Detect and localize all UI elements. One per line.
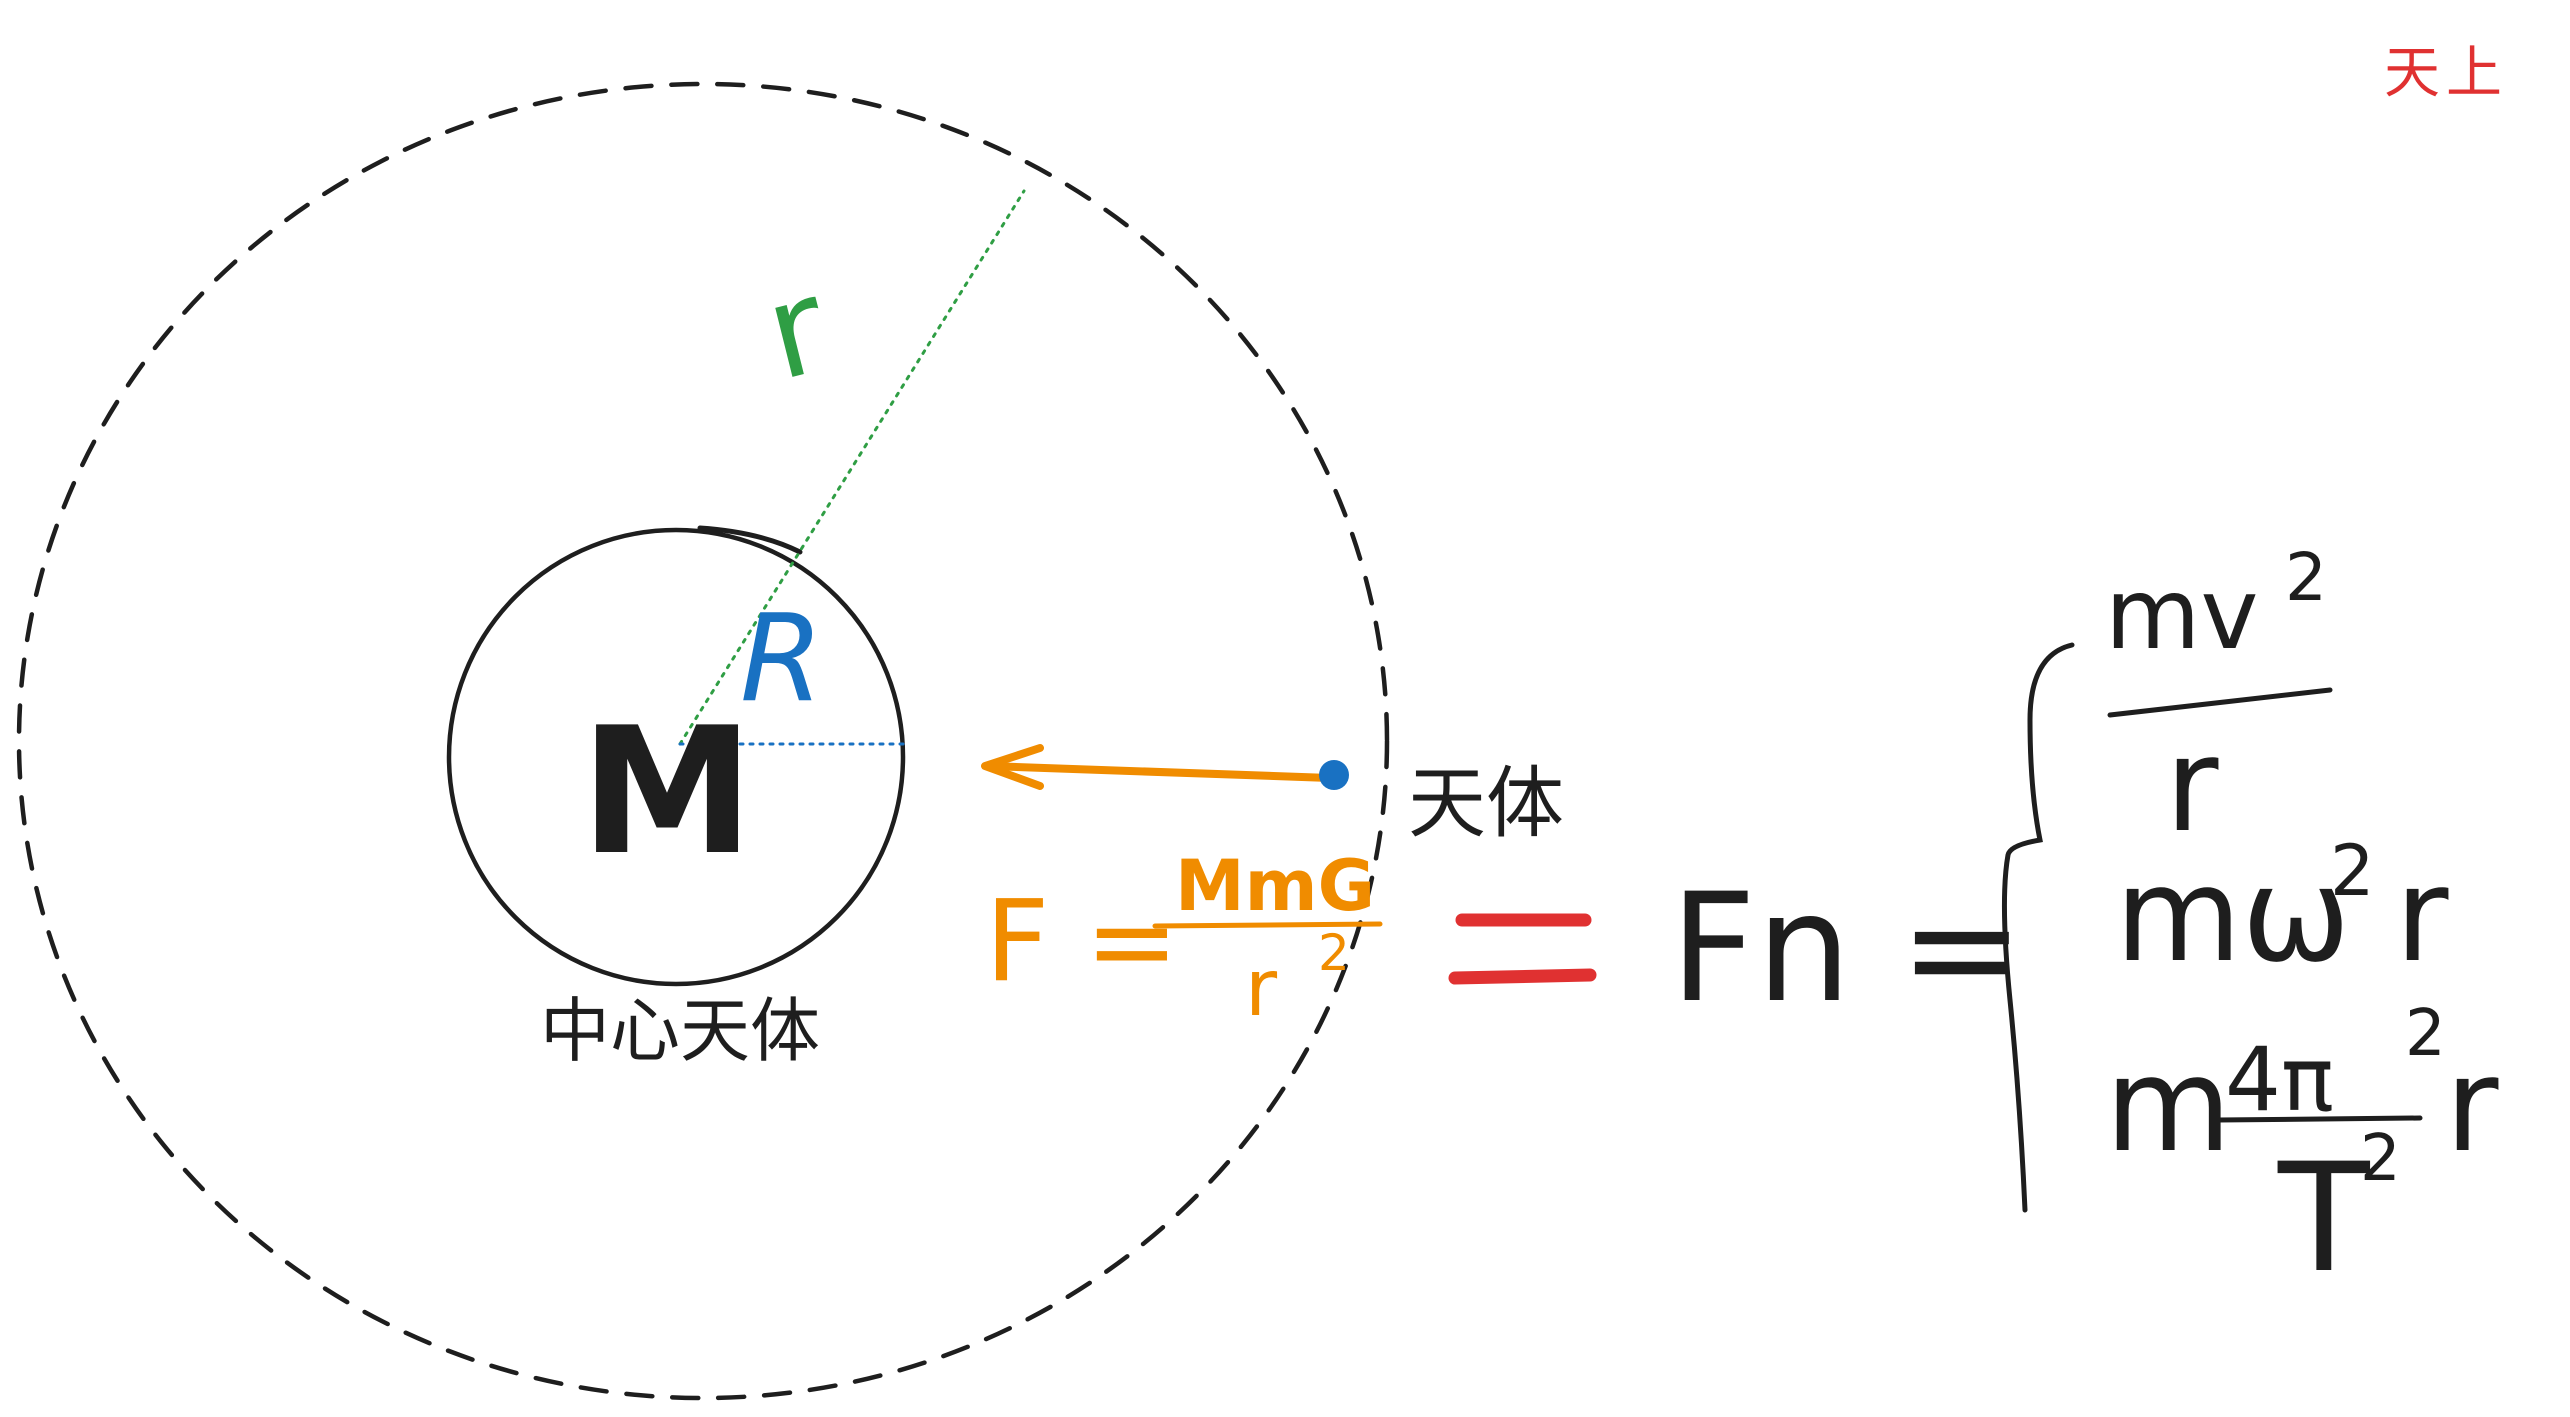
fn-case3-den-exponent: 2	[2360, 1122, 2401, 1196]
fn-case3-num-exponent: 2	[2405, 997, 2446, 1071]
fn-formula-lhs: Fn =	[1670, 862, 2025, 1036]
fn-case1-fraction-bar	[2107, 687, 2333, 718]
orbit-radius-label: r	[752, 249, 841, 410]
fn-case2-term: mω	[2115, 839, 2351, 991]
cases-brace	[2001, 642, 2075, 1213]
gravity-arrow-shaft	[984, 762, 1334, 782]
central-mass-label: M	[580, 691, 754, 894]
gravity-arrow-head	[981, 744, 1044, 790]
fn-case1-denominator: r	[2165, 709, 2219, 861]
body-radius-label: R	[740, 590, 823, 729]
central-body-overstroke	[697, 525, 803, 555]
fn-case3-denominator: T	[2277, 1132, 2371, 1306]
fn-case2-exponent: 2	[2330, 830, 2375, 912]
planet-label: 天体	[1408, 759, 1564, 849]
gravity-formula-fraction-bar	[1152, 921, 1383, 929]
orbit-radius-line	[678, 189, 1026, 746]
fn-case1-numerator: mv	[2105, 558, 2258, 672]
gravity-formula-exponent: 2	[1318, 924, 1350, 982]
planet-dot	[1319, 760, 1349, 790]
fn-case1-exponent: 2	[2285, 539, 2327, 616]
fn-case3-prefix: m	[2105, 1029, 2232, 1181]
central-body-circle	[446, 527, 906, 987]
title-label: 天上	[2384, 41, 2508, 106]
gravity-formula-denominator: r	[1245, 944, 1278, 1034]
fn-case3-fraction-bar	[2215, 1115, 2423, 1123]
fn-case2-tail: r	[2395, 839, 2449, 991]
gravity-formula-numerator: MmG	[1175, 845, 1375, 927]
central-body-label: 中心天体	[540, 990, 820, 1072]
fn-case3-numerator: 4π	[2225, 1028, 2334, 1131]
equals-bottom-bar	[1448, 968, 1597, 985]
fn-case3-tail: r	[2445, 1029, 2499, 1181]
orbit-path	[16, 81, 1390, 1401]
gravity-formula-lhs: F =	[985, 877, 1179, 1007]
